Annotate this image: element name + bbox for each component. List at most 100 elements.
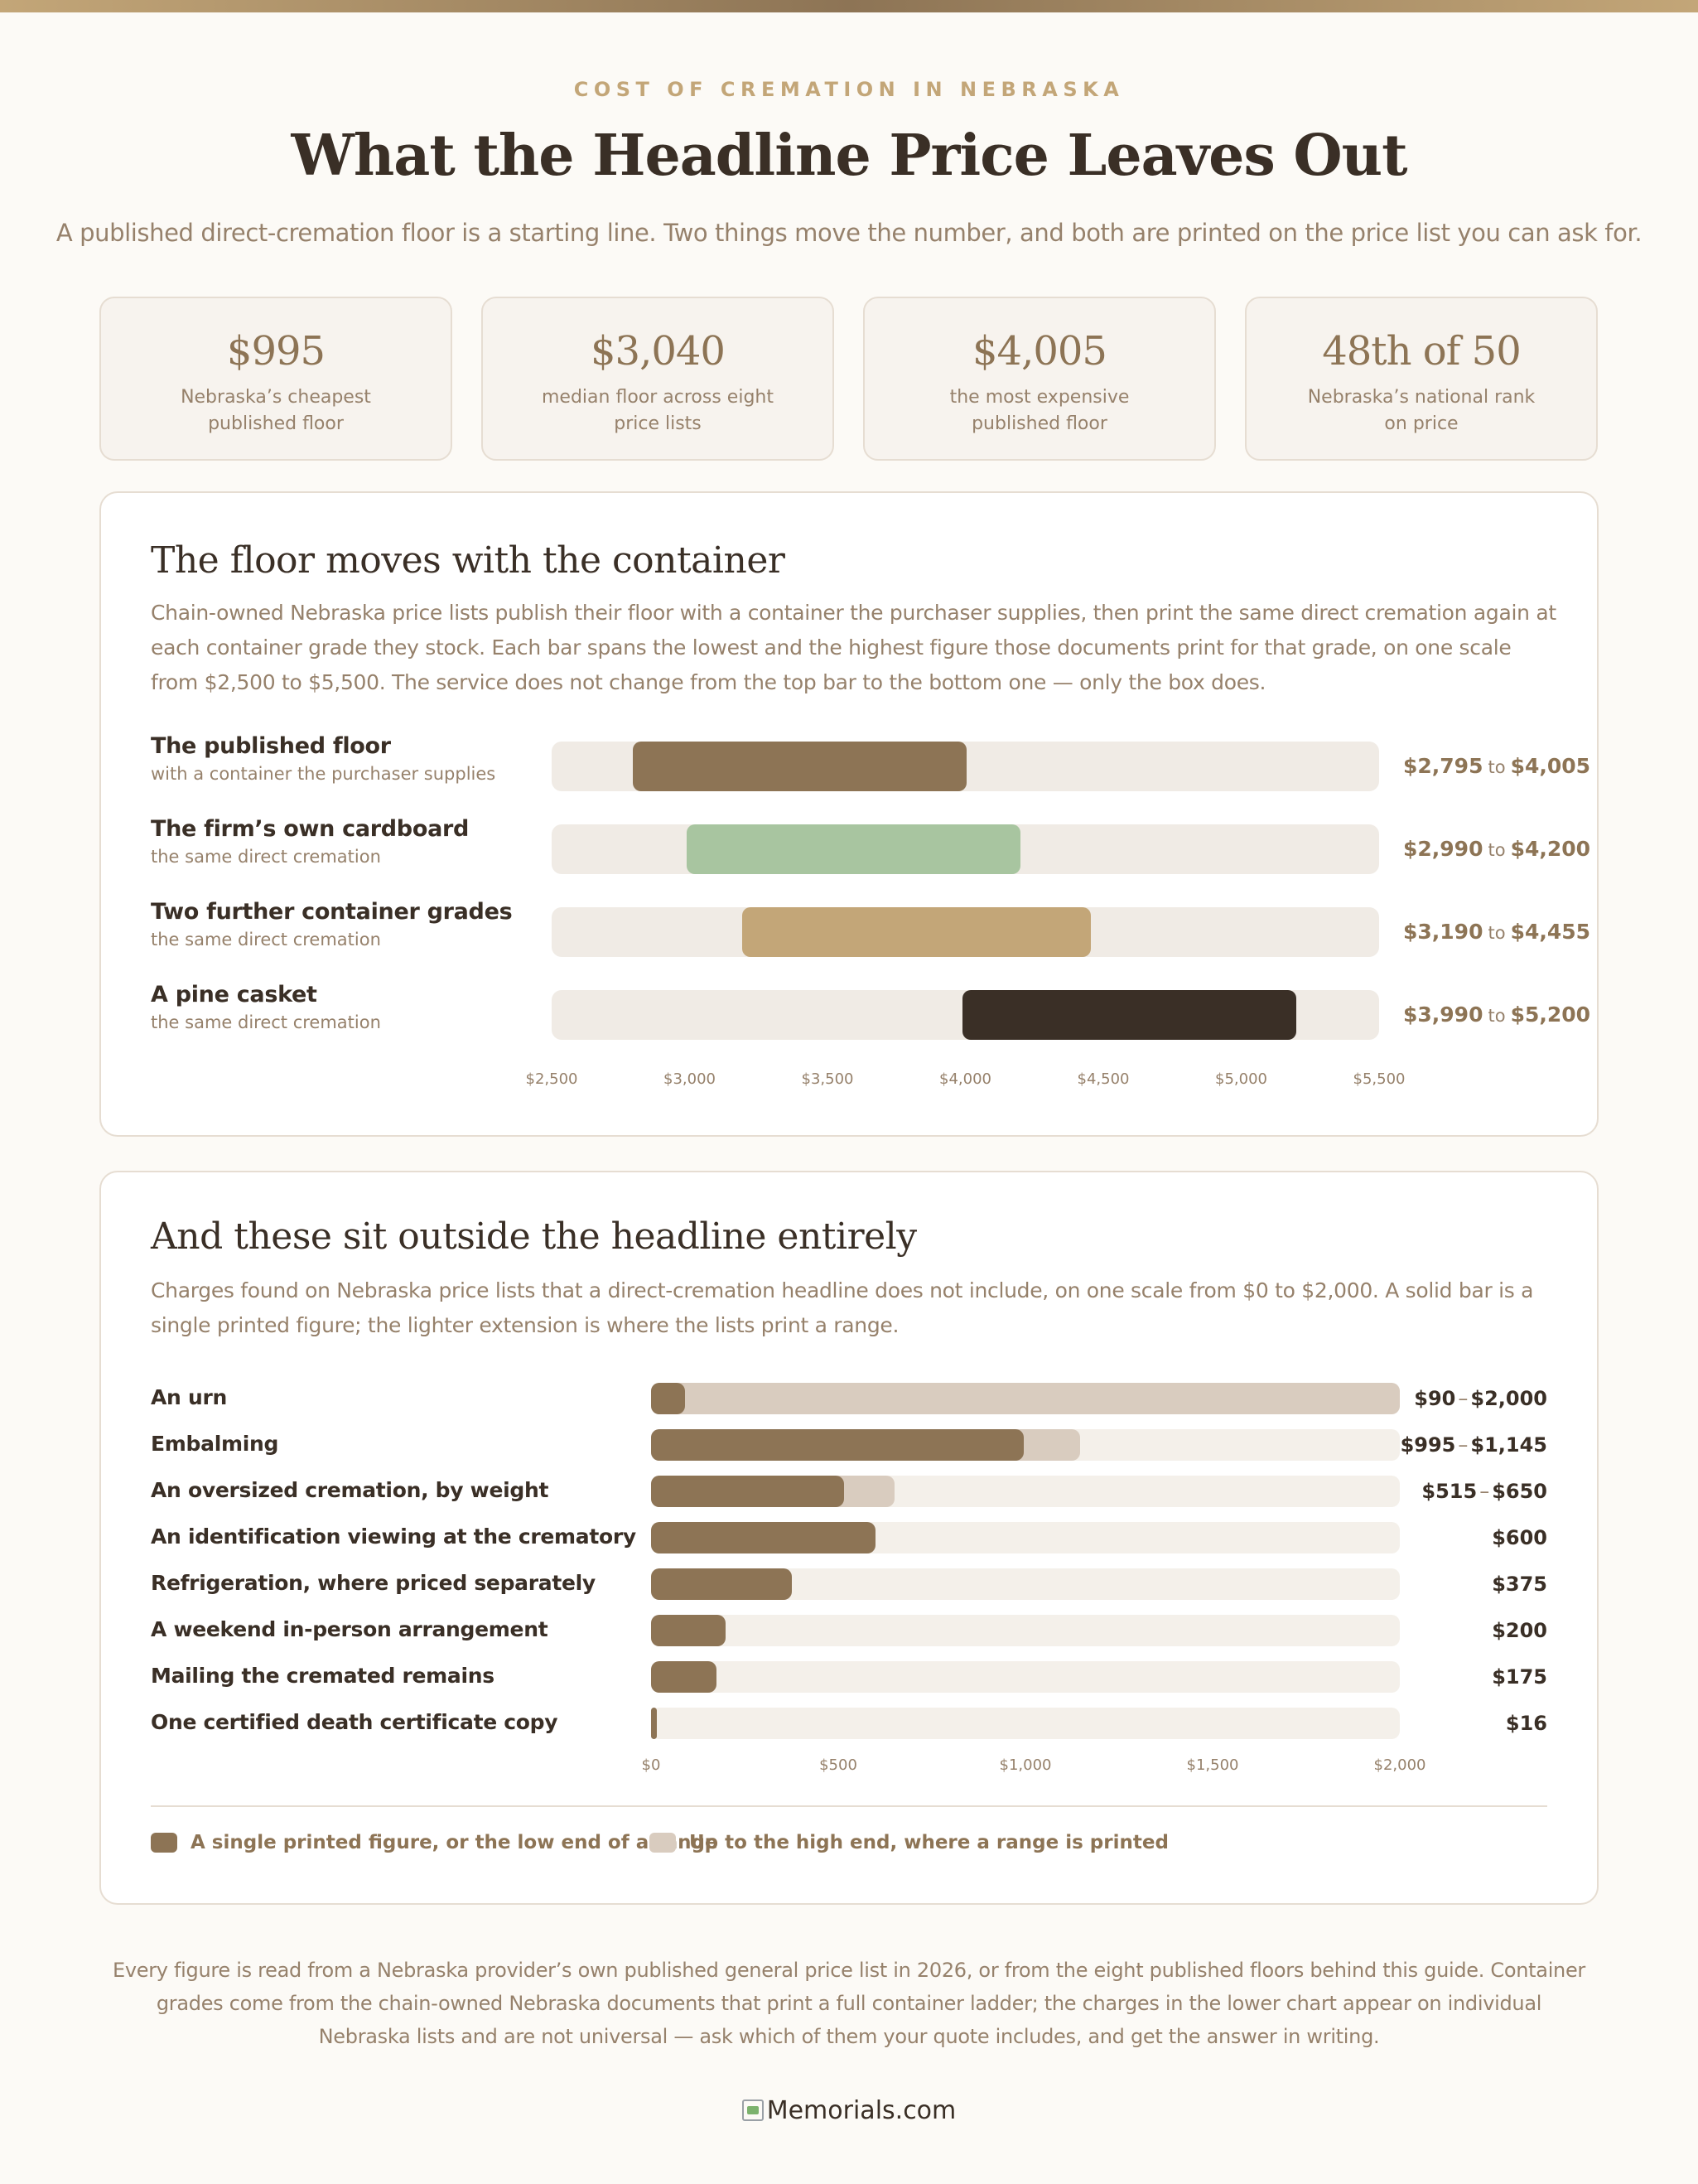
stat-card-most-expensive: $4,005 the most expensive published floo… <box>863 297 1216 461</box>
x-axis-tick-label: $3,000 <box>663 1070 716 1088</box>
charge-range-dash: – <box>1479 1480 1490 1503</box>
x-axis-tick-label: $5,500 <box>1353 1070 1406 1088</box>
charge-low-value: $995 <box>1400 1433 1456 1457</box>
charge-value-label: $175 <box>1492 1665 1547 1689</box>
x-axis-tick-label: $4,000 <box>939 1070 991 1088</box>
panel-description: Charges found on Nebraska price lists th… <box>151 1278 1534 1337</box>
x-axis-tick-label: $1,000 <box>999 1756 1052 1774</box>
stat-value: 48th of 50 <box>1322 328 1522 374</box>
charge-row-label: An oversized cremation, by weight <box>151 1478 549 1502</box>
charge-track <box>651 1661 1400 1693</box>
range-row-sublabel: the same direct cremation <box>151 1012 381 1032</box>
stat-card-cheapest: $995 Nebraska’s cheapest published floor <box>99 297 452 461</box>
charge-row-label: Mailing the cremated remains <box>151 1664 494 1688</box>
x-axis-tick-label: $1,500 <box>1186 1756 1239 1774</box>
x-axis-tick-label: $2,500 <box>525 1070 578 1088</box>
footnote: Every figure is read from a Nebraska pro… <box>112 1959 1586 2048</box>
x-axis-tick-label: $3,500 <box>801 1070 854 1088</box>
panel-title: And these sit outside the headline entir… <box>151 1215 917 1258</box>
range-high-value: $4,455 <box>1510 920 1591 944</box>
charge-value-label: $16 <box>1506 1712 1547 1735</box>
stat-card-national-rank: 48th of 50 Nebraska’s national rank on p… <box>1245 297 1598 461</box>
page-title: What the Headline Price Leaves Out <box>291 123 1408 189</box>
range-row-label: Two further container grades <box>151 899 513 925</box>
legend-item-single-figure: A single printed figure, or the low end … <box>151 1832 718 1853</box>
range-low-value: $2,990 <box>1403 837 1483 861</box>
charge-row-label: One certified death certificate copy <box>151 1710 558 1734</box>
charge-low-value: $200 <box>1492 1619 1547 1642</box>
legend-label: Up to the high end, where a range is pri… <box>689 1832 1169 1853</box>
charge-value-label: $600 <box>1492 1526 1547 1549</box>
charge-bar <box>651 1522 876 1553</box>
range-row-sublabel: with a container the purchaser supplies <box>151 764 496 784</box>
range-value-label: $2,990 to $4,200 <box>1403 837 1590 861</box>
range-row-label: A pine casket <box>151 982 317 1007</box>
charge-range-dash: – <box>1458 1433 1469 1457</box>
x-axis-tick-label: $4,500 <box>1077 1070 1130 1088</box>
charge-high-value: $2,000 <box>1470 1387 1547 1410</box>
legend-swatch <box>649 1833 676 1853</box>
charge-low-value: $515 <box>1421 1480 1478 1503</box>
charge-high-value: $1,145 <box>1470 1433 1547 1457</box>
charge-range-extension <box>651 1383 1400 1414</box>
charge-low-value: $16 <box>1505 1712 1547 1735</box>
x-axis-tick-label: $0 <box>641 1756 661 1774</box>
charge-low-value: $90 <box>1414 1387 1456 1410</box>
charge-bar <box>651 1429 1024 1461</box>
logo-alt-text: Memorials.com <box>766 2096 957 2125</box>
range-high-value: $4,200 <box>1510 837 1591 861</box>
range-row-sublabel: the same direct cremation <box>151 847 381 867</box>
charge-row-label: Embalming <box>151 1432 279 1456</box>
charge-bar <box>651 1383 685 1414</box>
range-value-label: $3,190 to $4,455 <box>1403 920 1590 944</box>
range-value-label: $3,990 to $5,200 <box>1403 1003 1590 1027</box>
memorials-logo[interactable]: Memorials.com <box>0 2096 1698 2125</box>
stat-value: $995 <box>226 328 326 374</box>
range-low-value: $3,190 <box>1403 920 1483 944</box>
charge-row-label: A weekend in-person arrangement <box>151 1617 548 1641</box>
charge-bar <box>651 1661 717 1693</box>
range-bar <box>962 990 1297 1040</box>
stat-cards: $995 Nebraska’s cheapest published floor… <box>99 297 1599 461</box>
charge-bar <box>651 1708 658 1739</box>
legend-divider <box>151 1805 1547 1807</box>
charge-row-label: An identification viewing at the cremato… <box>151 1524 636 1549</box>
charge-bar <box>651 1615 726 1646</box>
stat-card-median: $3,040 median floor across eight price l… <box>481 297 834 461</box>
stat-label: Nebraska’s national rank on price <box>1307 387 1536 434</box>
legend-label: A single printed figure, or the low end … <box>191 1832 718 1853</box>
range-row-sublabel: the same direct cremation <box>151 930 381 949</box>
range-bar <box>741 907 1091 957</box>
stat-label: the most expensive published floor <box>949 387 1130 434</box>
stat-label: Nebraska’s cheapest published floor <box>181 387 371 434</box>
charge-value-label: $375 <box>1492 1573 1547 1596</box>
charge-value-label: $90– $2,000 <box>1414 1387 1547 1410</box>
range-high-value: $4,005 <box>1510 754 1591 778</box>
eyebrow: COST OF CREMATION IN NEBRASKA <box>573 78 1125 101</box>
charge-low-value: $375 <box>1492 1573 1547 1596</box>
charge-value-label: $200 <box>1492 1619 1547 1642</box>
range-value-label: $2,795 to $4,005 <box>1403 754 1590 778</box>
charge-high-value: $650 <box>1492 1480 1547 1503</box>
range-to-word: to <box>1488 1006 1506 1026</box>
charge-row-label: Refrigeration, where priced separately <box>151 1571 596 1595</box>
charge-value-label: $515– $650 <box>1421 1480 1547 1503</box>
panel-title: The floor moves with the container <box>151 539 785 582</box>
charge-track <box>651 1615 1400 1646</box>
container-range-panel: The floor moves with the container Chain… <box>99 491 1599 1137</box>
range-row-label: The firm’s own cardboard <box>151 816 470 842</box>
stat-label: median floor across eight price lists <box>542 387 774 434</box>
panel-description: Chain-owned Nebraska price lists publish… <box>151 601 1556 694</box>
stat-value: $3,040 <box>591 328 726 374</box>
charge-track <box>651 1708 1400 1739</box>
extra-charges-panel: And these sit outside the headline entir… <box>99 1171 1599 1905</box>
charge-low-value: $175 <box>1492 1665 1547 1689</box>
range-row-label: The published floor <box>151 733 391 759</box>
charge-range-dash: – <box>1458 1387 1469 1410</box>
x-axis-tick-label: $500 <box>819 1756 857 1774</box>
range-high-value: $5,200 <box>1510 1003 1591 1027</box>
range-to-word: to <box>1488 757 1506 777</box>
x-axis-tick-label: $5,000 <box>1215 1070 1267 1088</box>
range-to-word: to <box>1488 840 1506 860</box>
stat-value: $4,005 <box>972 328 1107 374</box>
